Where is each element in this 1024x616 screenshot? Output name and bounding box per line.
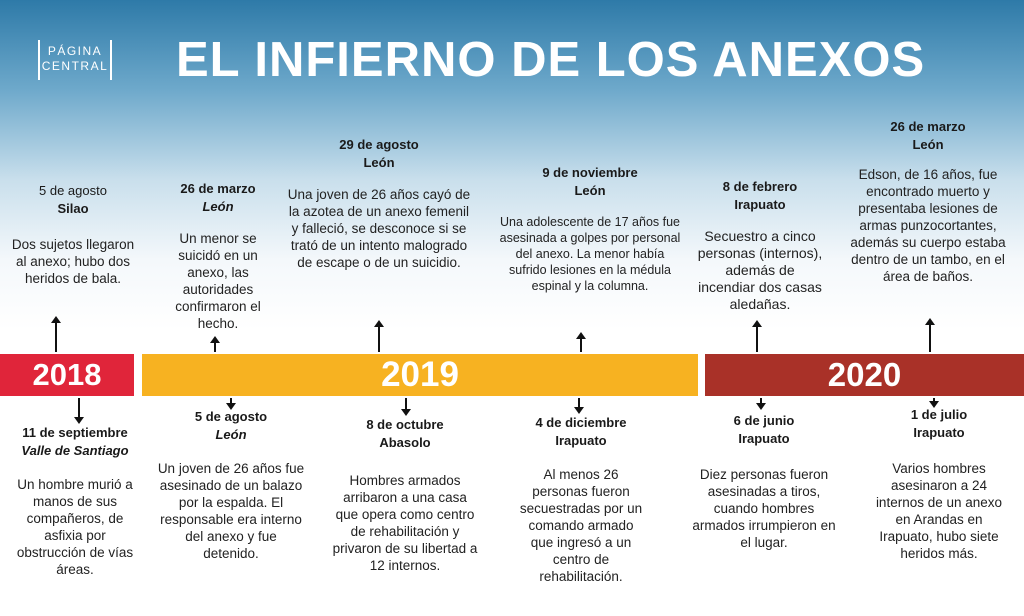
year-bar-2019: 2019 (142, 354, 698, 396)
event-text: Secuestro a cinco personas (internos), a… (697, 228, 823, 312)
event-bottom-5: 6 de junio Irapuato Diez personas fueron … (688, 412, 840, 551)
event-top-3: 29 de agosto León Una joven de 26 años ca… (286, 136, 472, 271)
event-top-2: 26 de marzo León Un menor se suicidó en u… (158, 180, 278, 332)
event-place: León (574, 183, 606, 198)
arrow-up-icon (576, 332, 586, 352)
event-place: Irapuato (555, 433, 607, 448)
logo-line-2: CENTRAL (41, 59, 109, 73)
event-top-6: 26 de marzo León Edson, de 16 años, fue e… (844, 118, 1012, 285)
year-label: 2018 (32, 357, 102, 392)
arrow-down-icon (74, 398, 84, 424)
event-date: 11 de septiembre (22, 425, 128, 440)
event-date: 1 de julio (910, 407, 968, 422)
year-label: 2020 (827, 356, 902, 393)
event-place: Irapuato (738, 431, 790, 446)
event-place: Valle de Santiago (21, 443, 129, 458)
year-label: 2019 (381, 355, 459, 394)
event-text: Al menos 26 personas fueron secuestradas… (519, 467, 643, 584)
event-bottom-1: 11 de septiembre Valle de Santiago Un hom… (4, 424, 146, 578)
arrow-up-icon (210, 336, 220, 352)
event-text: Una adolescente de 17 años fue asesinada… (499, 215, 681, 293)
event-text: Una joven de 26 años cayó de la azotea d… (287, 187, 471, 270)
event-text: Edson, de 16 años, fue encontrado muerto… (850, 167, 1006, 284)
event-place: Abasolo (379, 435, 431, 450)
event-place: León (215, 427, 247, 442)
year-bar-2020: 2020 (705, 354, 1024, 396)
event-bottom-4: 4 de diciembre Irapuato Al menos 26 perso… (506, 414, 656, 585)
pagina-central-logo: PÁGINA CENTRAL (38, 40, 112, 80)
year-bar-2018: 2018 (0, 354, 134, 396)
event-top-1: 5 de agosto Silao Dos sujetos llegaron al… (8, 182, 138, 287)
event-place: León (202, 199, 234, 214)
arrow-up-icon (51, 316, 61, 352)
event-text: Varios hombres asesinaron a 24 internos … (875, 461, 1003, 561)
event-place: Silao (57, 201, 89, 216)
event-bottom-3: 8 de octubre Abasolo Hombres armados arri… (330, 416, 480, 574)
event-date: 5 de agosto (194, 409, 268, 424)
event-place: León (912, 137, 944, 152)
event-text: Un joven de 26 años fue asesinado de un … (157, 461, 305, 561)
event-date: 4 de diciembre (535, 415, 627, 430)
arrow-up-icon (925, 318, 935, 352)
arrow-up-icon (374, 320, 384, 352)
event-date: 26 de marzo (180, 181, 256, 196)
event-date: 29 de agosto (339, 137, 419, 152)
event-bottom-2: 5 de agosto León Un joven de 26 años fue … (156, 408, 306, 562)
logo-line-1: PÁGINA (47, 44, 103, 58)
arrow-down-icon (929, 398, 939, 408)
arrow-down-icon (574, 398, 584, 414)
event-text: Hombres armados arribaron a una casa que… (332, 473, 478, 573)
event-date: 6 de junio (733, 413, 795, 428)
arrow-down-icon (401, 398, 411, 416)
event-top-4: 9 de noviembre León Una adolescente de 17… (498, 164, 682, 294)
event-date: 9 de noviembre (542, 165, 638, 180)
event-text: Un menor se suicidó en un anexo, las aut… (175, 231, 261, 331)
arrow-down-icon (226, 398, 236, 410)
event-text: Diez personas fueron asesinadas a tiros,… (692, 467, 836, 550)
event-date: 26 de marzo (890, 119, 966, 134)
event-place: Irapuato (913, 425, 965, 440)
event-text: Dos sujetos llegaron al anexo; hubo dos … (11, 237, 135, 286)
event-date: 8 de octubre (366, 417, 444, 432)
event-date: 8 de febrero (722, 179, 798, 194)
event-bottom-6: 1 de julio Irapuato Varios hombres asesin… (864, 406, 1014, 562)
event-top-5: 8 de febrero Irapuato Secuestro a cinco p… (696, 178, 824, 313)
arrow-down-icon (756, 398, 766, 410)
arrow-up-icon (752, 320, 762, 352)
event-text: Un hombre murió a manos de sus compañero… (16, 477, 134, 577)
event-place: León (363, 155, 395, 170)
page-title: EL INFIERNO DE LOS ANEXOS (176, 33, 926, 87)
event-place: Irapuato (734, 197, 786, 212)
event-date: 5 de agosto (39, 183, 107, 198)
